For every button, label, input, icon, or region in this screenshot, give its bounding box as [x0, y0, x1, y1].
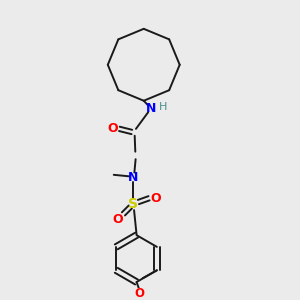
Text: H: H: [159, 102, 167, 112]
Text: O: O: [112, 213, 123, 226]
Text: O: O: [108, 122, 118, 135]
Text: O: O: [135, 287, 145, 300]
Text: O: O: [150, 192, 160, 205]
Text: N: N: [146, 102, 156, 115]
Text: S: S: [128, 197, 138, 211]
Text: N: N: [128, 171, 139, 184]
